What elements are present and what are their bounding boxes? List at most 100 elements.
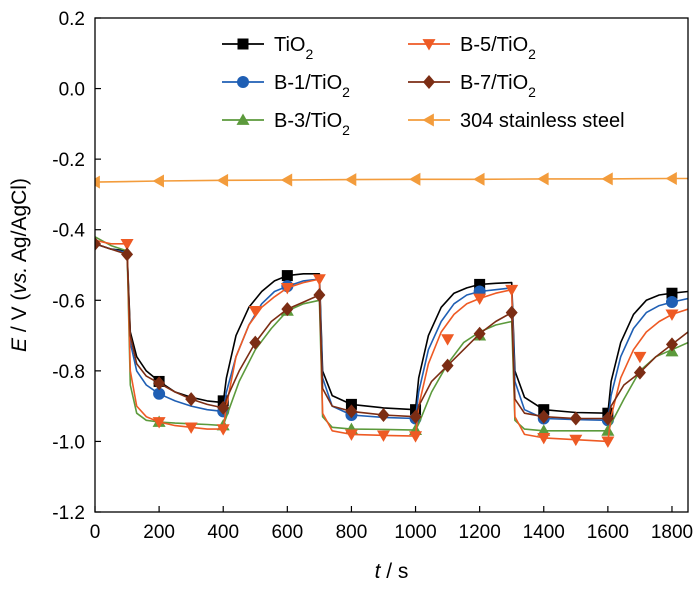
series-3-point-13 [537, 433, 551, 445]
legend-label-5: 304 stainless steel [460, 110, 625, 132]
series-1-point-0 [153, 387, 166, 400]
series-4-point-15 [569, 411, 582, 426]
legend-marker-4 [423, 75, 435, 89]
series-line-3 [95, 239, 688, 443]
x-tick-label-6: 1200 [459, 522, 501, 543]
series-4-point-11 [441, 358, 454, 373]
plot-area [95, 172, 688, 448]
legend-item-5: 304 stainless steel [408, 110, 625, 132]
legend-label-main-1: B-1/TiO [274, 72, 342, 94]
x-tick-label-0: 0 [90, 522, 101, 543]
y-axis-label-mid: / V ( [8, 294, 31, 338]
y-tick-label-0: -1.2 [52, 503, 85, 524]
series-2-point-7 [601, 424, 615, 436]
series-3-point-11 [473, 293, 487, 306]
series-4-point-17 [633, 365, 646, 380]
series-0 [95, 243, 688, 419]
series-0-point-2 [281, 270, 293, 282]
legend-label-sub-1: 2 [342, 84, 350, 100]
series-line-4 [95, 243, 688, 420]
x-axis-label: t / s [375, 560, 409, 583]
series-5 [95, 172, 688, 189]
series-3-point-14 [569, 434, 583, 447]
series-3-point-6 [312, 274, 326, 286]
series-0-point-6 [538, 404, 550, 416]
legend-label-main-4: B-7/TiO [460, 72, 528, 94]
series-3 [95, 238, 688, 448]
y-tick-label-4: -0.4 [52, 221, 85, 242]
series-5-point-9 [665, 172, 677, 186]
x-tick-label-3: 600 [271, 522, 303, 543]
y-tick-label-3: -0.6 [52, 291, 85, 312]
series-5-point-7 [537, 172, 549, 186]
legend-label-sub-2: 2 [342, 122, 350, 138]
series-3-point-16 [633, 351, 647, 364]
series-0-point-8 [666, 287, 678, 299]
legend-label-sub-0: 2 [305, 46, 313, 62]
legend-label-sub-4: 2 [528, 84, 536, 100]
series-4-point-5 [249, 335, 262, 350]
legend-label-0: TiO2 [274, 34, 313, 62]
series-3-point-8 [376, 430, 390, 442]
x-tick-label-4: 800 [336, 522, 368, 543]
series-4-point-16 [601, 411, 614, 426]
series-4-point-8 [345, 404, 358, 419]
legend-item-2: B-3/TiO2 [222, 110, 350, 138]
legend-label-main-3: B-5/TiO [460, 34, 528, 56]
y-tick-label-2: -0.8 [52, 362, 85, 383]
series-4-point-10 [409, 409, 422, 424]
series-3-point-4 [248, 305, 262, 318]
series-5-point-6 [473, 172, 485, 186]
y-tick-label-1: -1.0 [52, 432, 85, 453]
series-3-point-2 [184, 422, 198, 434]
series-5-point-2 [216, 173, 229, 187]
legend-marker-1 [237, 76, 249, 88]
series-4-point-12 [473, 326, 486, 341]
legend-item-3: B-5/TiO2 [408, 34, 536, 62]
series-line-2 [95, 236, 688, 432]
series-3-point-12 [505, 284, 519, 297]
x-tick-label-7: 1400 [523, 522, 565, 543]
series-line-5 [95, 177, 688, 183]
legend-label-1: B-1/TiO2 [274, 72, 350, 100]
x-tick-label-5: 1000 [394, 522, 436, 543]
x-axis-label-unit: / s [380, 560, 408, 583]
x-tick-label-8: 1600 [587, 522, 629, 543]
legend-item-1: B-1/TiO2 [222, 72, 350, 100]
y-axis-label-var: E [8, 337, 31, 352]
series-line-1 [95, 243, 688, 422]
series-5-point-3 [280, 173, 293, 187]
series-3-point-0 [120, 238, 134, 251]
series-3-point-7 [344, 429, 358, 441]
series-0-point-1 [217, 395, 229, 407]
series-0-point-5 [474, 278, 486, 290]
legend-label-2: B-3/TiO2 [274, 110, 350, 138]
series-4-point-9 [377, 407, 390, 422]
series-3-point-5 [280, 283, 294, 295]
series-0-point-3 [345, 398, 357, 410]
legend-label-main-2: B-3/TiO [274, 110, 342, 132]
series-4-point-6 [281, 302, 294, 317]
series-0-point-4 [410, 404, 422, 416]
series-5-point-0 [95, 175, 100, 189]
y-tick-label-7: 0.2 [59, 9, 85, 30]
legend-item-4: B-7/TiO2 [408, 72, 536, 100]
legend-label-3: B-5/TiO2 [460, 34, 536, 62]
legend-marker-2 [236, 113, 250, 125]
legend-label-sub-3: 2 [528, 46, 536, 62]
y-axis-label-rest: Ag/AgCl) [8, 178, 31, 267]
series-4-point-3 [185, 392, 198, 407]
legend-label-main-5: 304 stainless steel [460, 110, 625, 132]
legend-label-main-0: TiO [274, 34, 305, 56]
series-3-point-1 [152, 417, 166, 429]
series-3-point-17 [665, 309, 679, 321]
series-4-point-0 [95, 236, 101, 251]
x-tick-label-1: 200 [143, 522, 175, 543]
series-3-point-10 [441, 334, 455, 346]
series-5-point-1 [152, 174, 164, 188]
y-tick-label-6: 0.0 [59, 80, 85, 101]
x-tick-label-9: 1800 [651, 522, 693, 543]
series-4-point-13 [505, 305, 518, 320]
